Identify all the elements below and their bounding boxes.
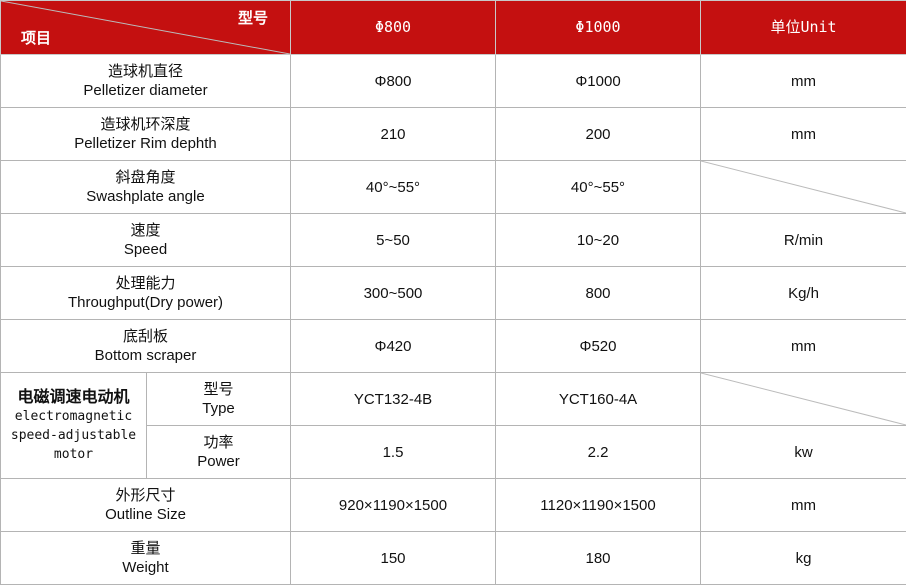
value-1: YCT132-4B <box>290 372 496 426</box>
label-en: Speed <box>123 241 168 258</box>
item-label: 项目 <box>21 29 52 47</box>
table-row: 外形尺寸 Outline Size 920×1190×1500 1120×1190… <box>0 478 906 532</box>
value-2: 200 <box>495 107 701 161</box>
row-label: 型号 Type <box>146 372 291 426</box>
label-en: Outline Size <box>105 506 186 523</box>
value-2: Φ1000 <box>495 54 701 108</box>
label-zh: 斜盘角度 <box>115 169 176 186</box>
unit: mm <box>700 319 906 373</box>
unit-empty <box>700 372 906 426</box>
row-label: 斜盘角度 Swashplate angle <box>0 160 291 214</box>
diagonal-line <box>701 161 906 213</box>
label-zh: 外形尺寸 <box>115 487 176 504</box>
unit: mm <box>700 107 906 161</box>
row-label: 造球机环深度 Pelletizer Rim dephth <box>0 107 291 161</box>
table-row: 重量 Weight 150 180 kg <box>0 531 906 585</box>
row-label: 功率 Power <box>146 425 291 479</box>
label-en: Type <box>202 400 235 417</box>
value-2: 1120×1190×1500 <box>495 478 701 532</box>
row-label: 重量 Weight <box>0 531 291 585</box>
label-en: Throughput(Dry power) <box>67 294 224 311</box>
diagonal-line <box>1 1 290 54</box>
value-1: Φ420 <box>290 319 496 373</box>
header-corner: 型号 项目 <box>0 0 291 55</box>
motor-en1: electromagnetic <box>14 408 133 424</box>
row-label: 速度 Speed <box>0 213 291 267</box>
value-1: 300~500 <box>290 266 496 320</box>
unit: kg <box>700 531 906 585</box>
label-en: Pelletizer Rim dephth <box>74 135 217 152</box>
header-unit: 单位Unit <box>700 0 906 55</box>
label-en: Weight <box>122 559 169 576</box>
header-row: 型号 项目 Φ800 Φ1000 单位Unit <box>0 0 906 55</box>
label-en: Bottom scraper <box>94 347 197 364</box>
unit: mm <box>700 54 906 108</box>
value-2: 800 <box>495 266 701 320</box>
label-zh: 重量 <box>130 540 161 557</box>
motor-label: 电磁调速电动机 electromagnetic speed-adjustable… <box>0 372 147 479</box>
table-row: 底刮板 Bottom scraper Φ420 Φ520 mm <box>0 319 906 373</box>
table-row: 功率 Power 1.5 2.2 kw <box>1 425 906 479</box>
table-row: 斜盘角度 Swashplate angle 40°~55° 40°~55° <box>0 160 906 214</box>
label-en: Pelletizer diameter <box>83 82 208 99</box>
header-col1: Φ800 <box>290 0 496 55</box>
row-label: 处理能力 Throughput(Dry power) <box>0 266 291 320</box>
value-1: 920×1190×1500 <box>290 478 496 532</box>
value-2: Φ520 <box>495 319 701 373</box>
value-1: Φ800 <box>290 54 496 108</box>
header-col2: Φ1000 <box>495 0 701 55</box>
label-zh: 型号 <box>203 381 234 398</box>
value-1: 40°~55° <box>290 160 496 214</box>
value-1: 1.5 <box>290 425 496 479</box>
label-zh: 处理能力 <box>115 275 176 292</box>
value-1: 5~50 <box>290 213 496 267</box>
table-row: 电磁调速电动机 electromagnetic speed-adjustable… <box>0 372 906 479</box>
row-label: 造球机直径 Pelletizer diameter <box>0 54 291 108</box>
model-label: 型号 <box>237 9 268 27</box>
unit: Kg/h <box>700 266 906 320</box>
motor-zh: 电磁调速电动机 <box>17 388 130 406</box>
label-en: Power <box>197 453 240 470</box>
motor-en3: motor <box>53 446 94 462</box>
motor-en2: speed-adjustable <box>10 427 137 443</box>
table-row: 造球机直径 Pelletizer diameter Φ800 Φ1000 mm <box>0 54 906 108</box>
label-zh: 造球机环深度 <box>100 116 191 133</box>
label-zh: 造球机直径 <box>107 63 183 80</box>
label-zh: 功率 <box>203 434 234 451</box>
table-row: 速度 Speed 5~50 10~20 R/min <box>0 213 906 267</box>
label-en: Swashplate angle <box>86 188 205 205</box>
value-2: 180 <box>495 531 701 585</box>
value-2: 10~20 <box>495 213 701 267</box>
row-label: 底刮板 Bottom scraper <box>0 319 291 373</box>
value-2: YCT160-4A <box>495 372 701 426</box>
value-1: 150 <box>290 531 496 585</box>
value-2: 40°~55° <box>495 160 701 214</box>
label-zh: 底刮板 <box>122 328 168 345</box>
unit: kw <box>700 425 906 479</box>
label-zh: 速度 <box>130 222 161 239</box>
unit-empty <box>700 160 906 214</box>
row-label: 外形尺寸 Outline Size <box>0 478 291 532</box>
table-row: 处理能力 Throughput(Dry power) 300~500 800 Kg/… <box>0 266 906 320</box>
diagonal-line <box>701 373 906 425</box>
value-2: 2.2 <box>495 425 701 479</box>
value-1: 210 <box>290 107 496 161</box>
unit: mm <box>700 478 906 532</box>
table-row: 造球机环深度 Pelletizer Rim dephth 210 200 mm <box>0 107 906 161</box>
unit: R/min <box>700 213 906 267</box>
